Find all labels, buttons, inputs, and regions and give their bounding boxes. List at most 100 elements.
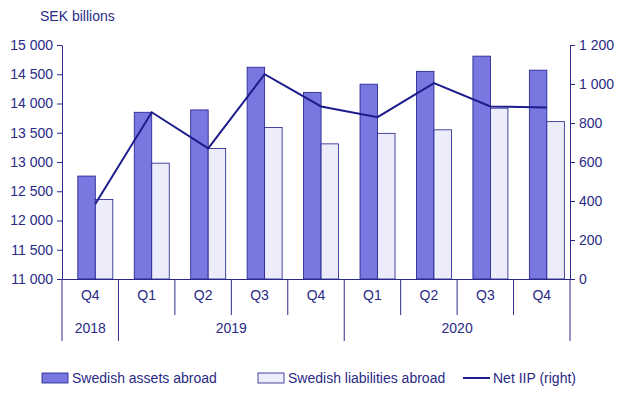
tick: 12 500 [10, 183, 62, 199]
bar [473, 56, 490, 279]
tick: 11 500 [11, 242, 62, 258]
chart: SEK billions11 00011 50012 00012 50013 0… [0, 0, 628, 405]
tick-label: Q4 [532, 287, 551, 303]
tick-label: 12 000 [10, 212, 53, 228]
tick: Q1 [137, 279, 156, 303]
tick-label: Q2 [194, 287, 213, 303]
tick: 1 000 [570, 76, 614, 92]
tick-label: 14 500 [10, 66, 53, 82]
tick-label: Q4 [307, 287, 326, 303]
separator [62, 279, 63, 341]
tick: 1 200 [570, 37, 614, 53]
tick-mark [57, 104, 62, 105]
bar [95, 199, 112, 279]
tick: 11 000 [11, 271, 62, 287]
axis-line [62, 46, 63, 280]
tick-mark [570, 162, 575, 163]
tick-mark [570, 201, 575, 202]
tick: 12 000 [10, 212, 62, 228]
tick-label: 400 [579, 193, 603, 209]
tick-label: 1 200 [579, 37, 614, 53]
tick: 14 000 [10, 95, 62, 111]
bar [208, 149, 225, 279]
legend-label: Swedish liabilities abroad [288, 370, 445, 386]
bar [304, 92, 321, 279]
axis-line [63, 279, 571, 280]
tick: Q3 [476, 279, 495, 303]
year-labels: 2018 2019 2020 [75, 320, 473, 336]
tick: 15 000 [10, 37, 62, 53]
y-axis: 11 000 11 500 12 000 12 500 13 000 13 500 14 0… [10, 37, 62, 287]
legend-item: Swedish assets abroad [42, 370, 217, 386]
bar [490, 108, 507, 279]
x-axis: Q4 Q1 Q2 Q3 Q4 Q1 Q2 Q3 Q4 [63, 279, 571, 303]
year-label: 2019 [216, 320, 247, 336]
bar [265, 127, 282, 279]
separator [513, 279, 514, 315]
bar [416, 71, 433, 279]
bar [78, 176, 95, 279]
tick-label: 0 [579, 271, 587, 287]
legend-label: Swedish assets abroad [72, 370, 217, 386]
tick-mark [57, 74, 62, 75]
tick-mark [57, 191, 62, 192]
line [95, 74, 547, 204]
tick: 400 [570, 193, 603, 209]
y2-axis: 0 200 400 600 800 1 000 1 200 [570, 37, 614, 287]
tick: 200 [570, 232, 603, 248]
separator [570, 279, 571, 341]
tick-label: 11 500 [11, 242, 53, 258]
year-label: 2018 [75, 320, 106, 336]
tick: Q2 [420, 279, 439, 303]
tick-label: 11 000 [11, 271, 53, 287]
tick-mark [57, 45, 62, 46]
legend: Swedish assets abroad Swedish liabilities… [42, 370, 576, 386]
separator [287, 279, 288, 315]
tick: 800 [570, 115, 603, 131]
bar [191, 110, 208, 279]
year-label: 2020 [442, 320, 473, 336]
tick-label: 13 000 [10, 154, 53, 170]
tick-label: Q2 [420, 287, 439, 303]
plot-area [78, 56, 565, 279]
tick: 13 500 [10, 125, 62, 141]
tick-label: 200 [579, 232, 603, 248]
tick-mark [57, 279, 62, 280]
legend-label: Net IIP (right) [493, 370, 576, 386]
bar [152, 163, 169, 279]
tick: Q4 [532, 279, 551, 303]
tick: Q3 [250, 279, 269, 303]
tick-mark [57, 162, 62, 163]
category-separators [62, 279, 570, 341]
tick-mark [57, 221, 62, 222]
tick: 13 000 [10, 154, 62, 170]
bar [529, 70, 546, 279]
tick-label: 13 500 [10, 125, 53, 141]
tick-label: 1 000 [579, 76, 614, 92]
tick-label: Q3 [250, 287, 269, 303]
tick-mark [570, 84, 575, 85]
tick-label: 12 500 [10, 183, 53, 199]
tick-mark [570, 279, 575, 280]
bar [434, 130, 451, 279]
tick-mark [57, 133, 62, 134]
legend-swatch [42, 373, 68, 383]
tick-label: Q3 [476, 287, 495, 303]
tick-mark [570, 45, 575, 46]
bar-series [78, 56, 547, 279]
bar [547, 122, 564, 279]
tick: Q1 [363, 279, 382, 303]
legend-swatch [258, 373, 284, 383]
separator [400, 279, 401, 315]
tick: Q4 [81, 279, 100, 303]
tick: 14 500 [10, 66, 62, 82]
tick-label: Q1 [363, 287, 382, 303]
tick: 0 [570, 271, 587, 287]
tick-label: 15 000 [10, 37, 53, 53]
separator [118, 279, 119, 341]
tick-mark [570, 123, 575, 124]
tick: Q2 [194, 279, 213, 303]
legend-item: Net IIP (right) [463, 370, 576, 386]
tick-label: 600 [579, 154, 603, 170]
tick-label: Q1 [137, 287, 156, 303]
